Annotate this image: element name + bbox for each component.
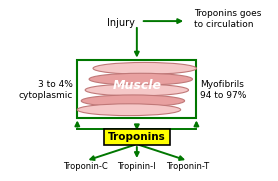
Text: Tropinin-I: Tropinin-I — [118, 162, 156, 171]
Text: Troponin-C: Troponin-C — [63, 162, 108, 171]
Ellipse shape — [85, 84, 188, 96]
Text: Injury: Injury — [107, 18, 135, 28]
FancyBboxPatch shape — [104, 129, 170, 145]
Text: Troponins goes
to circulation: Troponins goes to circulation — [194, 9, 261, 29]
Text: Troponins: Troponins — [108, 132, 166, 142]
Ellipse shape — [93, 62, 197, 74]
Ellipse shape — [89, 73, 192, 85]
Ellipse shape — [81, 95, 185, 107]
Text: Muscle: Muscle — [112, 79, 161, 92]
Ellipse shape — [77, 104, 181, 116]
Text: Myofibrils
94 to 97%: Myofibrils 94 to 97% — [200, 80, 247, 100]
Text: Troponin-T: Troponin-T — [167, 162, 210, 171]
Text: 3 to 4%
cytoplasmic: 3 to 4% cytoplasmic — [19, 80, 73, 100]
